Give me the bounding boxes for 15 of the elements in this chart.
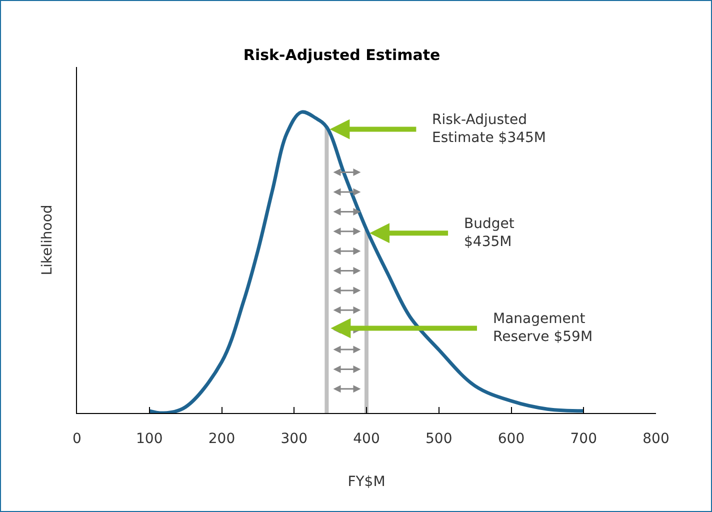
chart-title: Risk-Adjusted Estimate xyxy=(243,46,440,64)
x-tick-label: 500 xyxy=(426,430,452,447)
x-tick-label: 400 xyxy=(353,430,380,447)
x-tick-label: 300 xyxy=(280,430,308,447)
x-tick-label: 800 xyxy=(642,430,670,447)
annotation: Management Reserve $59M xyxy=(493,311,593,346)
y-axis-title: Likelihood xyxy=(40,204,56,276)
x-tick-label: 0 xyxy=(72,430,82,447)
x-axis-title: FY$M xyxy=(348,474,386,490)
x-tick-label: 700 xyxy=(570,430,597,447)
annotation: Budget $435M xyxy=(464,216,515,250)
x-tick-label: 100 xyxy=(136,430,163,447)
x-tick-label: 200 xyxy=(208,430,236,447)
annotation: Risk-Adjusted Estimate $345M xyxy=(432,112,546,146)
x-tick-label: 600 xyxy=(498,430,525,447)
